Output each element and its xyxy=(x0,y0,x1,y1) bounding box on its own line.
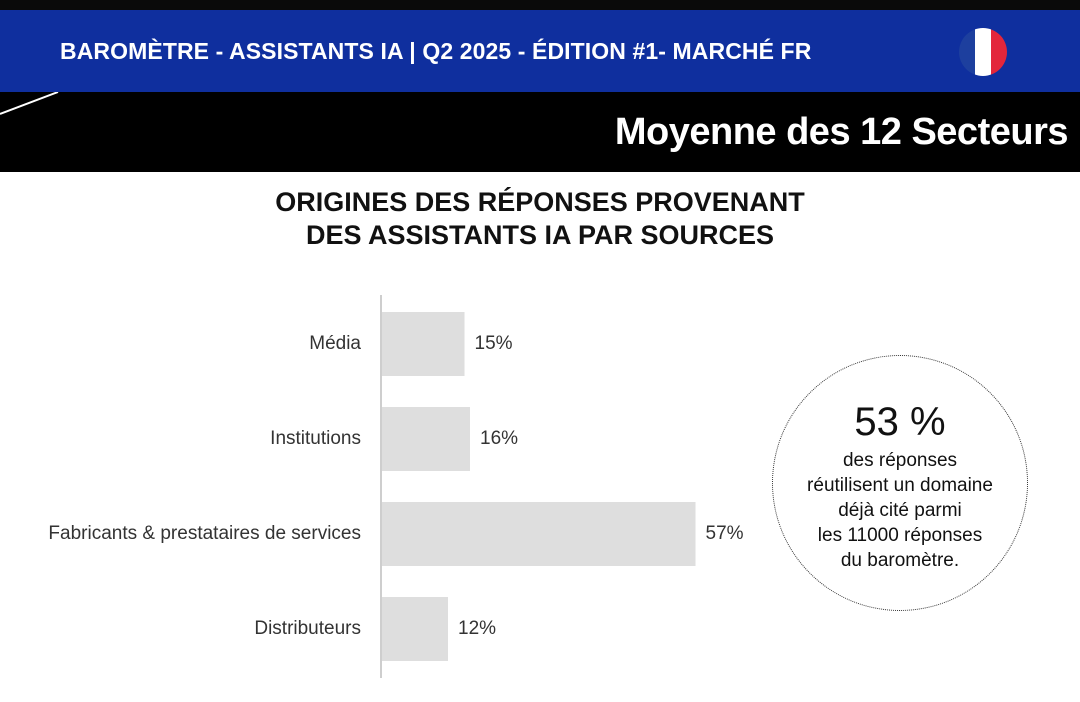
header-bar: BAROMÈTRE - ASSISTANTS IA | Q2 2025 - ÉD… xyxy=(0,10,1080,92)
banner-subtitle: Moyenne des 12 Secteurs xyxy=(614,111,1069,153)
value-label: 16% xyxy=(480,428,518,449)
flag-stripe-blue xyxy=(959,28,975,76)
callout-line: les 11000 réponses xyxy=(817,525,983,546)
bar xyxy=(382,407,470,471)
banner-decoration xyxy=(0,92,59,115)
bar xyxy=(382,312,465,376)
category-label: Fabricants & prestataires de services xyxy=(48,523,361,544)
chart-title: ORIGINES DES RÉPONSES PROVENANT DES ASSI… xyxy=(0,186,1080,252)
bar xyxy=(382,597,448,661)
callout-line: des réponses xyxy=(842,450,958,471)
banner: Moyenne des 12 Secteurs xyxy=(0,92,1080,172)
value-label: 15% xyxy=(475,333,513,354)
chart-title-line-1: ORIGINES DES RÉPONSES PROVENANT xyxy=(275,187,805,217)
bar-chart: Média 15% Institutions 16% Fabricants & pres… xyxy=(48,295,744,678)
bar xyxy=(382,502,696,566)
header-title: BAROMÈTRE - ASSISTANTS IA | Q2 2025 - ÉD… xyxy=(60,38,812,64)
flag-stripe-white xyxy=(975,28,991,76)
flag-stripe-red xyxy=(991,28,1007,76)
value-label: 57% xyxy=(706,523,744,544)
stat-callout: 53 % des réponses réutilisent un domaine… xyxy=(772,355,1028,611)
chart-title-line-2: DES ASSISTANTS IA PAR SOURCES xyxy=(305,220,775,250)
callout-line: déjà cité parmi xyxy=(838,500,962,521)
callout-line: réutilisent un domaine xyxy=(807,475,993,496)
category-label: Institutions xyxy=(270,428,361,449)
callout-text: des réponses réutilisent un domaine déjà… xyxy=(773,448,1027,573)
category-label: Média xyxy=(309,333,361,354)
top-strip xyxy=(0,0,1080,10)
value-label: 12% xyxy=(458,618,496,639)
callout-percentage: 53 % xyxy=(854,400,946,444)
france-flag-icon xyxy=(959,28,1007,76)
category-label: Distributeurs xyxy=(254,618,361,639)
callout-line: du baromètre. xyxy=(840,550,960,571)
